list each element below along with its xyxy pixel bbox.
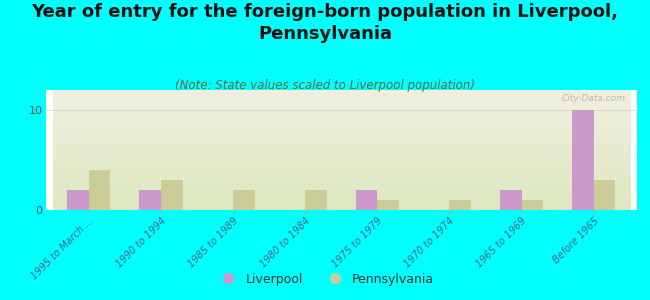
Bar [521,200,543,210]
Bar [139,190,161,210]
Bar [89,170,111,210]
Bar [593,180,616,210]
Bar [449,200,471,210]
Bar [67,190,89,210]
Bar [572,110,593,210]
Text: (Note: State values scaled to Liverpool population): (Note: State values scaled to Liverpool … [175,80,475,92]
Bar [377,200,399,210]
Bar [500,190,521,210]
Text: Year of entry for the foreign-born population in Liverpool,
Pennsylvania: Year of entry for the foreign-born popul… [31,3,619,43]
Text: City-Data.com: City-Data.com [561,94,625,103]
Bar [356,190,377,210]
Bar [306,190,327,210]
Bar [161,180,183,210]
Legend: Liverpool, Pennsylvania: Liverpool, Pennsylvania [211,268,439,291]
Bar [233,190,255,210]
